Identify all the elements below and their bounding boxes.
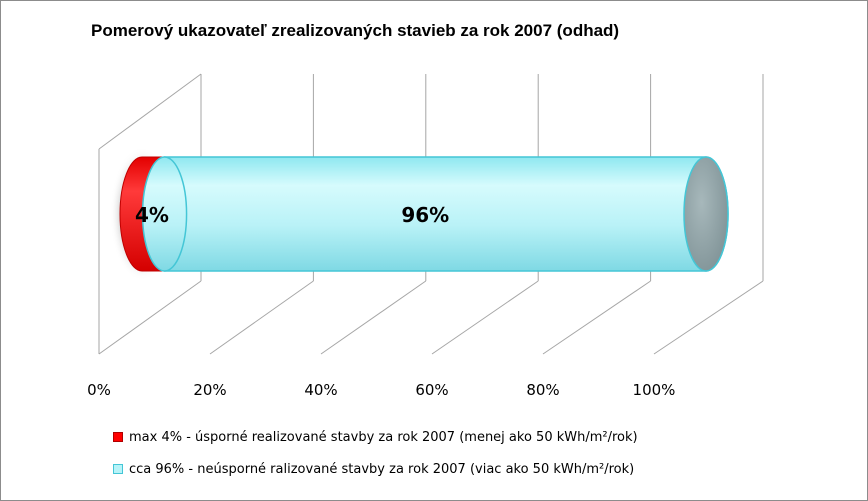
bar-series-group <box>110 147 729 281</box>
x-tick-label: 80% <box>526 381 559 399</box>
x-tick-label: 100% <box>633 381 676 399</box>
gridline-floor <box>320 280 427 355</box>
gridline-floor <box>98 280 202 355</box>
x-tick-label: 0% <box>87 381 111 399</box>
side-wall-top <box>98 73 202 150</box>
x-tick-label: 60% <box>415 381 448 399</box>
legend-item-2: cca 96% - neúsporné ralizované stavby za… <box>113 460 634 478</box>
x-axis-ticks: 0% 20% 40% 60% 80% 100% <box>87 381 675 399</box>
data-label-red: 4% <box>135 203 169 227</box>
legend-label-1: max 4% - úsporné realizované stavby za r… <box>129 429 638 445</box>
gridline-floor <box>542 280 651 355</box>
x-tick-label: 40% <box>304 381 337 399</box>
legend-label-2: cca 96% - neúsporné ralizované stavby za… <box>129 461 635 477</box>
data-label-cyan: 96% <box>401 203 449 227</box>
gridline-floor <box>653 280 764 355</box>
bar-end-cap <box>683 156 729 272</box>
chart-title: Pomerový ukazovateľ zrealizovaných stavi… <box>91 21 620 40</box>
legend-swatch-cyan <box>113 464 123 474</box>
gridline-floor <box>209 280 314 355</box>
legend-item-1: max 4% - úsporné realizované stavby za r… <box>113 428 638 446</box>
data-labels: 4% 96% <box>135 203 449 227</box>
x-tick-label: 20% <box>193 381 226 399</box>
bar-segment-face <box>141 156 188 272</box>
legend-swatch-red <box>113 432 123 442</box>
gridline-floor <box>431 280 539 355</box>
